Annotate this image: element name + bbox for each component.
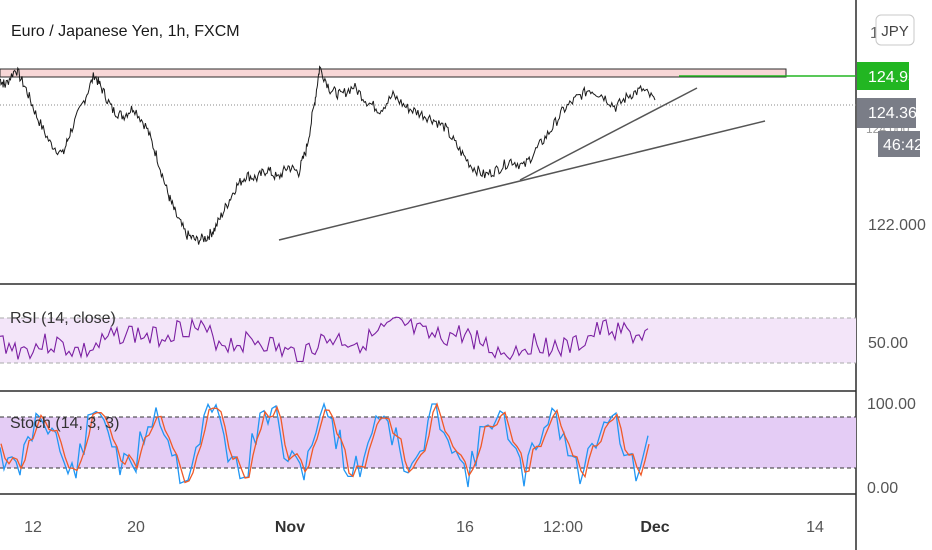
rsi-label: RSI (14, close) bbox=[10, 310, 116, 327]
stoch-tick-bottom: 0.00 bbox=[867, 480, 898, 497]
rsi-band bbox=[0, 318, 856, 363]
countdown-tag bbox=[878, 131, 920, 157]
time-label-dec: Dec bbox=[640, 519, 669, 536]
resistance-zone[interactable] bbox=[0, 68, 787, 78]
countdown-text: 46:42 bbox=[883, 137, 923, 154]
time-label-nov: Nov bbox=[275, 519, 305, 536]
last-price-tag bbox=[857, 98, 916, 128]
stoch-label: Stoch (14, 3, 3) bbox=[10, 415, 119, 432]
stoch-panel[interactable]: Stoch (14, 3, 3) bbox=[0, 401, 856, 488]
price-series-line bbox=[0, 65, 656, 245]
stoch-tick-top: 100.00 bbox=[867, 396, 916, 413]
time-label-12: 12 bbox=[24, 519, 42, 536]
rsi-panel[interactable]: RSI (14, close) bbox=[0, 310, 856, 364]
rsi-line bbox=[0, 316, 649, 363]
time-label-14: 14 bbox=[806, 519, 824, 536]
upper-trendline[interactable] bbox=[519, 87, 698, 181]
currency-button[interactable] bbox=[875, 14, 915, 46]
time-label-1200: 12:00 bbox=[543, 519, 583, 536]
currency-button-label: JPY bbox=[881, 23, 909, 40]
resistance-price-text: 124.939 bbox=[868, 69, 926, 86]
time-label-16: 16 bbox=[456, 519, 474, 536]
time-label-20: 20 bbox=[127, 519, 145, 536]
resistance-price-tag bbox=[857, 62, 909, 90]
price-tick-label: 122.000 bbox=[868, 217, 926, 234]
stoch-band bbox=[0, 417, 856, 468]
stoch-d-line bbox=[0, 402, 650, 484]
rsi-tick-label: 50.00 bbox=[868, 335, 908, 352]
time-axis[interactable]: 12 20 Nov 16 12:00 Dec 14 bbox=[24, 519, 824, 536]
stoch-k-line bbox=[0, 401, 649, 488]
price-panel[interactable]: Euro / Japanese Yen, 1h, FXCM bbox=[0, 23, 856, 245]
last-price-text: 124.368 bbox=[868, 105, 926, 122]
chart-title: Euro / Japanese Yen, 1h, FXCM bbox=[11, 23, 240, 40]
price-axis[interactable]: 12 JPY 124.000 124.939 124.368 46:42 122… bbox=[857, 14, 926, 497]
lower-trendline[interactable] bbox=[278, 120, 766, 241]
